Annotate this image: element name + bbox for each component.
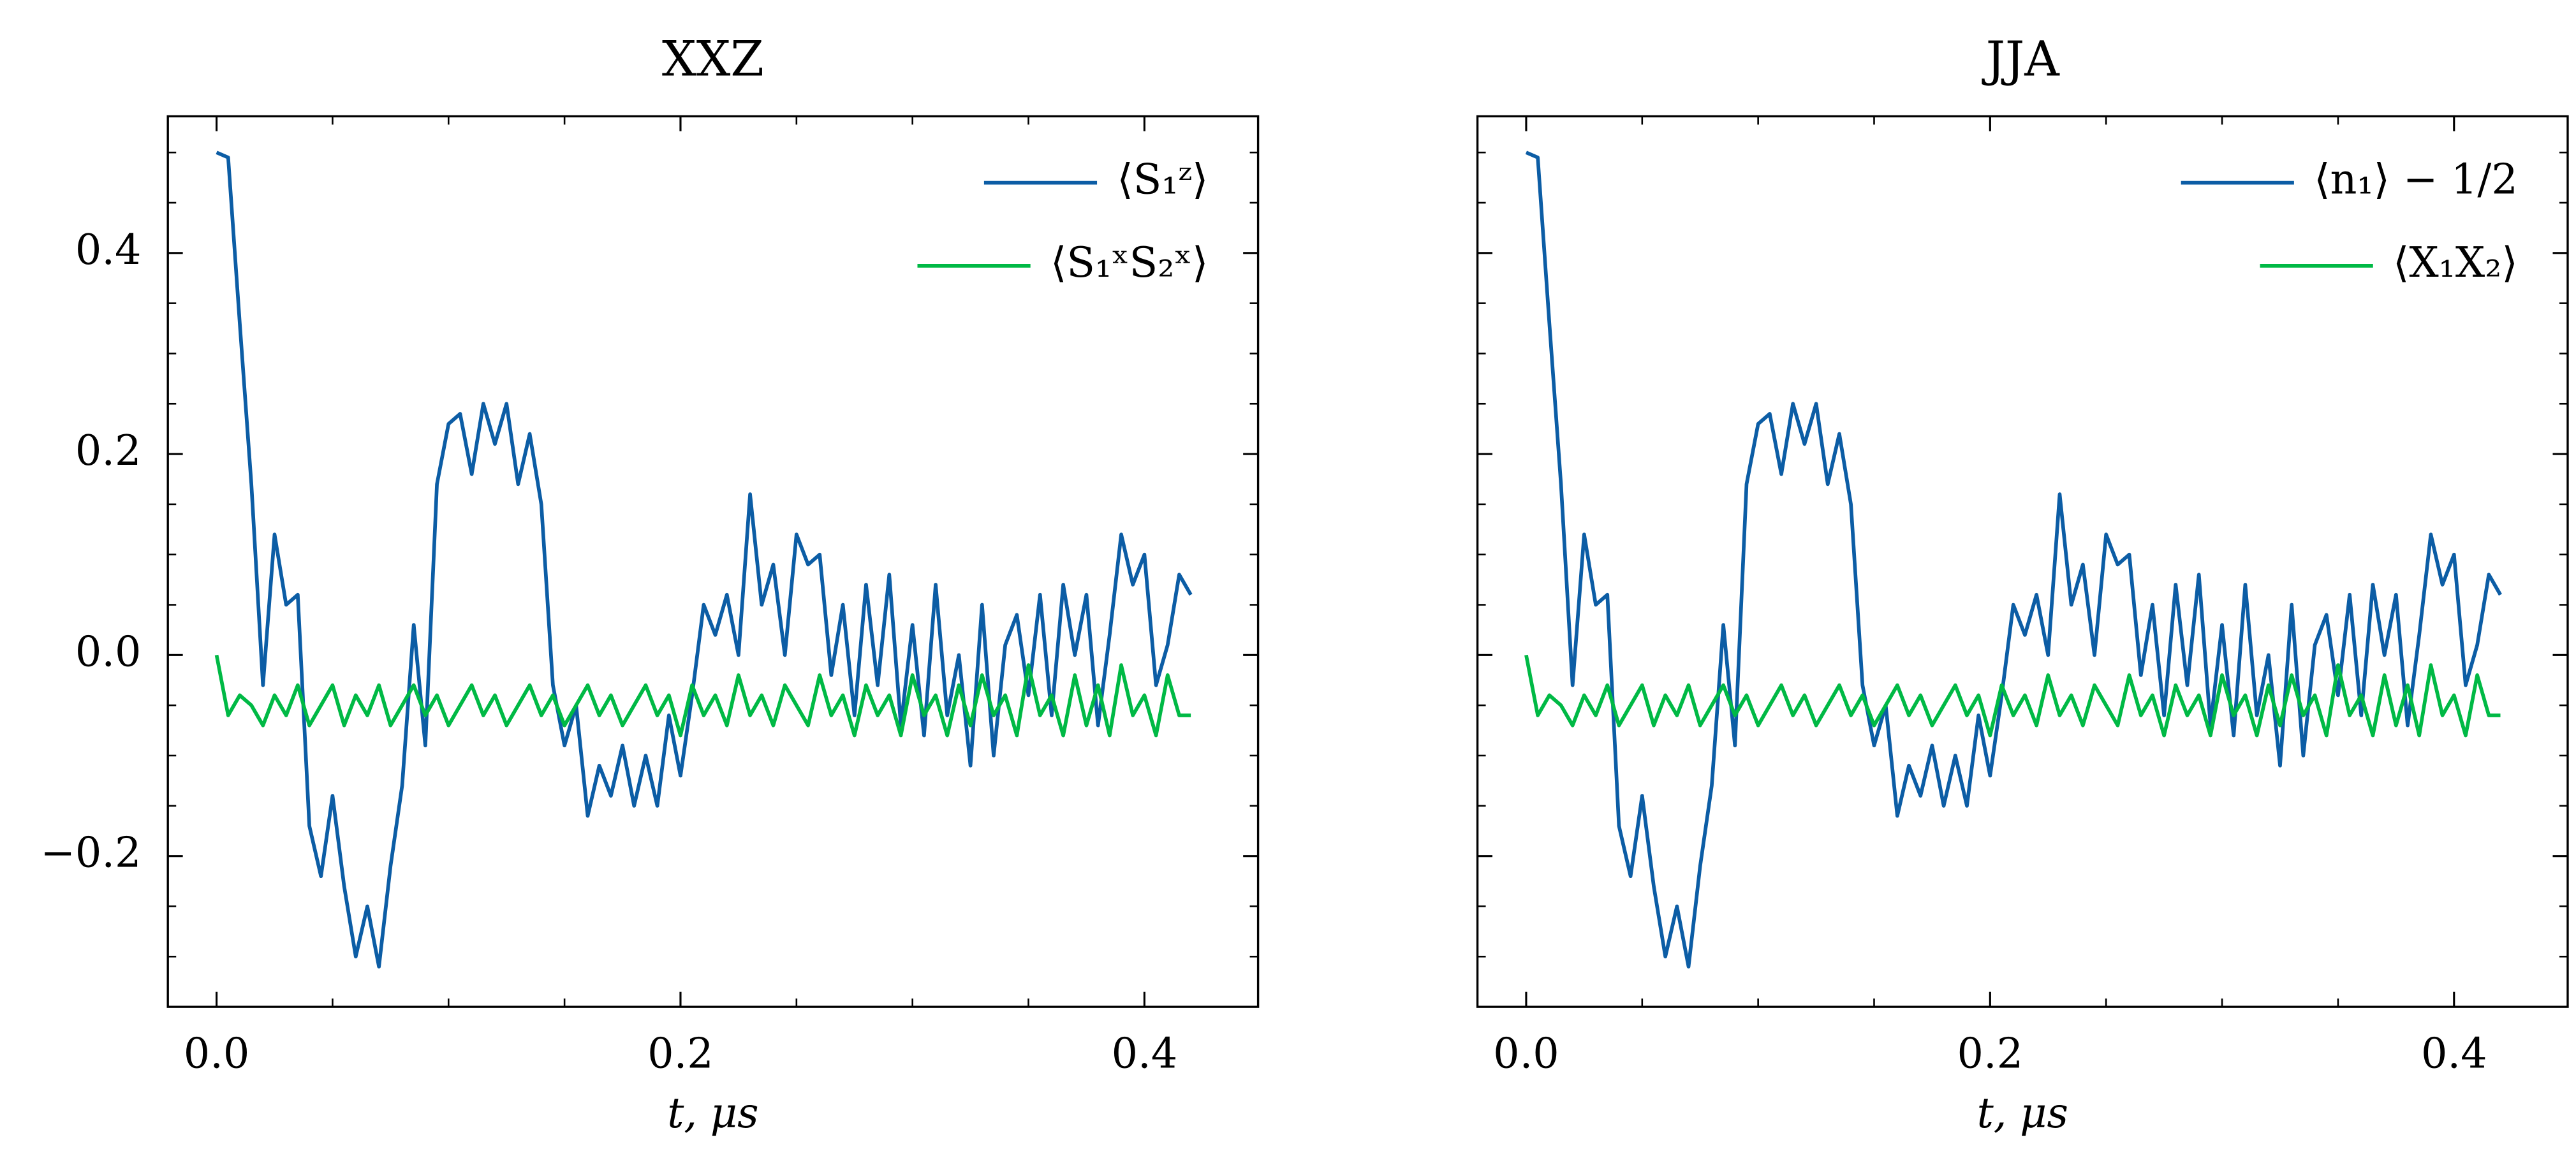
y-tick-label: 0.0 (75, 628, 142, 676)
legend-label: ⟨S₁ˣS₂ˣ⟩ (1050, 239, 1208, 287)
x-tick-label: 0.4 (2421, 1030, 2487, 1078)
x-tick-label: 0.2 (1957, 1030, 2024, 1078)
axes-frame (166, 115, 1260, 1008)
axes-frame (1476, 115, 2569, 1008)
series-line (216, 150, 1193, 969)
x-tick-label: 0.0 (184, 1030, 250, 1078)
x-tick-label: 0.0 (1493, 1030, 1559, 1078)
series-line (1524, 654, 2501, 738)
y-tick-label: 0.4 (75, 226, 142, 274)
x-axis-label: t, μs (667, 1090, 758, 1137)
chart-title: XXZ (662, 31, 764, 87)
series-line (1525, 150, 2502, 969)
x-axis-label: t, μs (1977, 1090, 2068, 1137)
x-tick-label: 0.2 (647, 1030, 714, 1078)
legend-label: ⟨S₁ᶻ⟩ (1117, 156, 1208, 204)
y-tick-label: 0.2 (75, 427, 142, 475)
legend-label: ⟨X₁X₂⟩ (2393, 239, 2518, 287)
x-tick-label: 0.4 (1112, 1030, 1178, 1078)
chart-title: JJA (1982, 31, 2061, 87)
series-line (214, 654, 1191, 738)
legend-label: ⟨n₁⟩ − 1/2 (2314, 156, 2518, 204)
y-tick-label: −0.2 (40, 830, 141, 877)
